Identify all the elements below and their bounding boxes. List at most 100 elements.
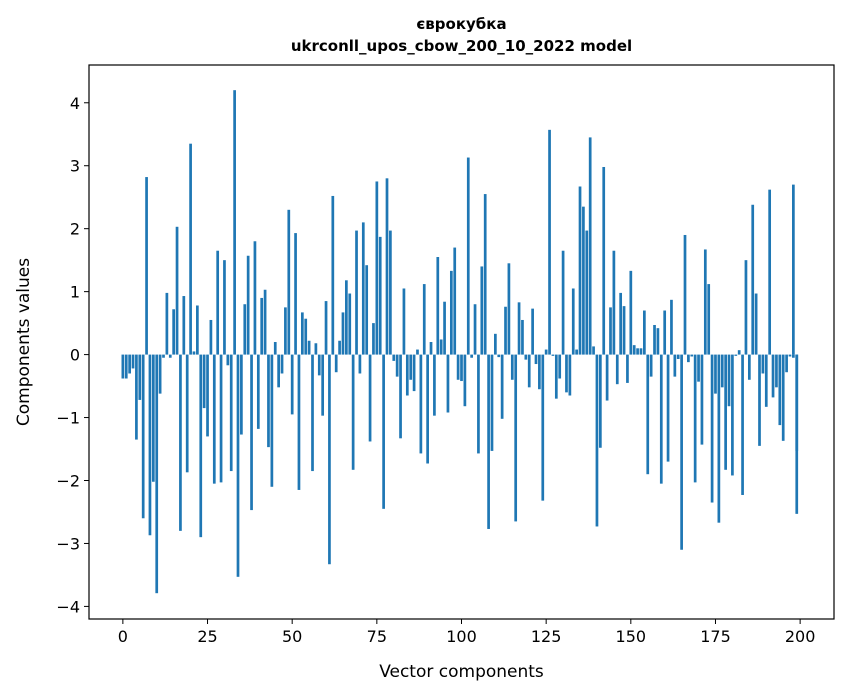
bar-130 (561, 250, 565, 355)
bar-147 (619, 292, 623, 355)
bar-45 (273, 342, 277, 355)
bar-83 (402, 288, 406, 355)
bar-27 (212, 354, 216, 484)
bar-60 (324, 301, 328, 355)
bar-139 (592, 346, 595, 355)
bar-78 (385, 178, 389, 355)
bar-141 (598, 354, 602, 448)
bar-125 (544, 349, 548, 355)
bar-49 (287, 209, 291, 355)
x-tick-label: 75 (367, 627, 387, 646)
bar-119 (524, 354, 528, 360)
y-tick-label: 2 (70, 220, 80, 239)
bar-41 (260, 297, 264, 355)
bar-50 (290, 354, 294, 415)
bar-157 (653, 325, 656, 355)
bar-101 (463, 354, 467, 407)
x-tick-label: 200 (785, 627, 816, 646)
bar-92 (433, 354, 436, 416)
bar-104 (473, 304, 477, 355)
bar-68 (351, 354, 355, 470)
bar-72 (365, 265, 369, 355)
y-axis: −4 −3 −2 −1 0 1 2 3 4 (56, 94, 89, 616)
bar-140 (595, 354, 599, 527)
bar-86 (412, 354, 416, 392)
bar-158 (656, 328, 660, 355)
bar-108 (487, 354, 490, 529)
bar-59 (321, 354, 325, 416)
bar-58 (317, 354, 321, 376)
bar-62 (331, 195, 335, 355)
bar-156 (649, 354, 653, 377)
bar-193 (775, 354, 778, 388)
y-tick-label: −3 (56, 534, 80, 553)
bar-74 (372, 323, 375, 355)
bar-61 (328, 354, 331, 565)
bar-155 (646, 354, 650, 475)
bar-63 (334, 354, 338, 373)
x-tick-label: 25 (197, 627, 217, 646)
bar-79 (389, 230, 392, 355)
bar-95 (443, 301, 446, 355)
chart-title-line1: єврокубка (416, 15, 506, 33)
bar-10 (155, 354, 159, 594)
bar-91 (429, 342, 433, 355)
bar-24 (202, 354, 206, 409)
bar-96 (446, 354, 450, 413)
y-tick-label: −2 (56, 472, 80, 491)
bar-109 (490, 354, 494, 451)
bar-124 (541, 354, 545, 501)
bar-29 (219, 354, 223, 483)
bar-90 (426, 354, 429, 464)
bar-191 (768, 189, 772, 355)
bar-33 (233, 90, 236, 355)
bar-134 (575, 349, 578, 355)
bar-70 (358, 354, 362, 374)
bar-22 (196, 305, 199, 355)
x-tick-label: 50 (282, 627, 302, 646)
y-tick-label: −1 (56, 409, 80, 428)
bar-46 (277, 354, 280, 388)
bar-48 (284, 307, 287, 355)
bar-100 (460, 354, 463, 382)
bar-187 (754, 293, 758, 355)
x-tick-label: 175 (700, 627, 731, 646)
bar-198 (792, 184, 795, 355)
bar-106 (480, 266, 484, 355)
bar-136 (582, 206, 585, 355)
bar-5 (138, 354, 142, 400)
bar-32 (229, 354, 233, 472)
bar-189 (761, 354, 765, 374)
bar-64 (338, 340, 341, 355)
bar-30 (223, 260, 226, 355)
bar-34 (236, 354, 240, 577)
bar-172 (703, 249, 707, 355)
y-tick-label: 3 (70, 157, 80, 176)
bar-55 (307, 340, 311, 355)
bar-165 (680, 354, 683, 550)
bar-182 (737, 350, 741, 355)
x-tick-label: 125 (531, 627, 562, 646)
bar-196 (785, 354, 788, 373)
bar-160 (663, 310, 667, 355)
bar-166 (683, 234, 687, 355)
bar-111 (497, 354, 501, 358)
bar-43 (267, 354, 270, 448)
bar-52 (297, 354, 301, 490)
bar-118 (521, 319, 524, 355)
bar-192 (771, 354, 775, 398)
bar-107 (483, 194, 487, 355)
bar-131 (565, 354, 568, 393)
bar-84 (405, 354, 409, 396)
bar-149 (626, 354, 629, 383)
bar-195 (781, 354, 785, 441)
bars-layer (121, 90, 799, 594)
bar-198 (792, 354, 795, 358)
bar-163 (673, 354, 677, 377)
bar-121 (531, 308, 534, 355)
bar-171 (700, 354, 704, 445)
bar-142 (602, 166, 606, 355)
bar-54 (304, 318, 308, 355)
